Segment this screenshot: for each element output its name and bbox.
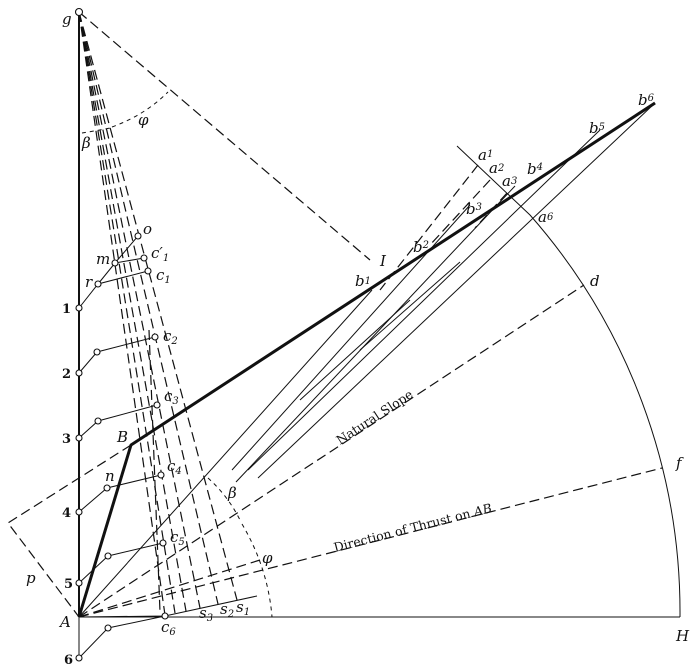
g-ray-2 — [78, 11, 176, 614]
svg-text:c3: c3 — [164, 387, 179, 407]
svg-text:b4: b4 — [527, 160, 543, 178]
label-beta-bottom: β — [227, 484, 237, 502]
svg-text:4: 4 — [62, 506, 71, 521]
label-d: d — [590, 272, 600, 290]
phi-arc-top — [111, 91, 169, 128]
label-phi-bottom: φ — [262, 549, 273, 567]
short-dash-1 — [148, 329, 161, 613]
label-m: m — [96, 250, 110, 268]
label-A: A — [58, 613, 71, 631]
load-numbers: 1 2 3 4 5 6 — [62, 302, 73, 668]
beta-arc-bottom — [207, 477, 241, 521]
parallel-line-2 — [235, 185, 516, 483]
line-g-to-I — [78, 11, 371, 261]
svg-text:a3: a3 — [502, 172, 517, 190]
label-p: p — [26, 569, 36, 587]
ray-dashed — [78, 559, 261, 618]
a-labels: a1 a2 a3 a6 — [478, 146, 554, 226]
label-H: H — [675, 627, 690, 645]
svg-text:6: 6 — [64, 653, 73, 668]
label-phi-top: φ — [138, 111, 149, 129]
svg-text:a6: a6 — [538, 208, 554, 226]
svg-text:b6: b6 — [638, 91, 655, 109]
line-from-a1 — [379, 164, 479, 291]
label-o: o — [143, 220, 152, 238]
svg-text:b5: b5 — [589, 119, 605, 137]
b-labels: b1 b2 b3 b4 b5 b6 — [355, 91, 655, 290]
svg-text:c5: c5 — [170, 528, 185, 548]
parallel-line-1 — [231, 204, 471, 471]
natural-slope-line — [78, 284, 585, 618]
svg-text:s1: s1 — [236, 598, 250, 618]
svg-text:c′1: c′1 — [151, 244, 169, 264]
label-g: g — [62, 10, 72, 28]
svg-text:a1: a1 — [478, 146, 493, 164]
phi-arc-bottom — [241, 523, 273, 618]
svg-text:b2: b2 — [413, 238, 429, 256]
svg-text:b1: b1 — [355, 272, 371, 290]
svg-text:b3: b3 — [466, 200, 482, 218]
svg-text:c2: c2 — [163, 327, 178, 347]
line-from-a3 — [474, 192, 508, 229]
ray-to-b1 — [78, 289, 373, 618]
parallel-line-5 — [299, 299, 411, 401]
thrust-direction-line — [78, 467, 663, 618]
g-ray-s1 — [78, 11, 238, 601]
label-beta-top: β — [81, 134, 91, 152]
svg-text:1: 1 — [62, 302, 71, 317]
svg-text:s2: s2 — [220, 600, 234, 620]
svg-text:s3: s3 — [199, 604, 213, 624]
svg-text:c6: c6 — [161, 618, 176, 638]
svg-text:c4: c4 — [167, 457, 182, 477]
g-ray-c6 — [78, 11, 166, 616]
label-r: r — [85, 273, 93, 291]
c-labels: c1 c′1 c2 c3 c4 c5 c6 — [151, 244, 185, 638]
construction-rectangle — [7, 444, 132, 618]
label-n: n — [105, 467, 115, 485]
svg-text:c1: c1 — [156, 266, 171, 286]
label-B: B — [116, 428, 128, 446]
thrust-caption: Direction of Thrust on AB — [332, 500, 493, 555]
s-labels: s1 s2 s3 — [199, 598, 250, 624]
arc-from-H — [456, 145, 681, 618]
beta-arc-top — [81, 127, 111, 134]
label-I: I — [379, 252, 387, 270]
g-ray-s2 — [78, 11, 219, 605]
g-ray-3 — [78, 11, 187, 612]
svg-text:3: 3 — [62, 432, 71, 447]
construction-points — [74, 7, 169, 662]
label-f: f — [675, 454, 684, 472]
parallel-line-6 — [359, 261, 461, 351]
svg-text:a2: a2 — [489, 159, 504, 177]
parallel-line-3 — [247, 129, 601, 471]
svg-text:5: 5 — [64, 577, 73, 592]
g-ray-s3 — [78, 11, 201, 609]
svg-text:2: 2 — [62, 367, 71, 382]
parallel-line-4 — [257, 102, 656, 479]
force-polygons — [78, 235, 166, 659]
